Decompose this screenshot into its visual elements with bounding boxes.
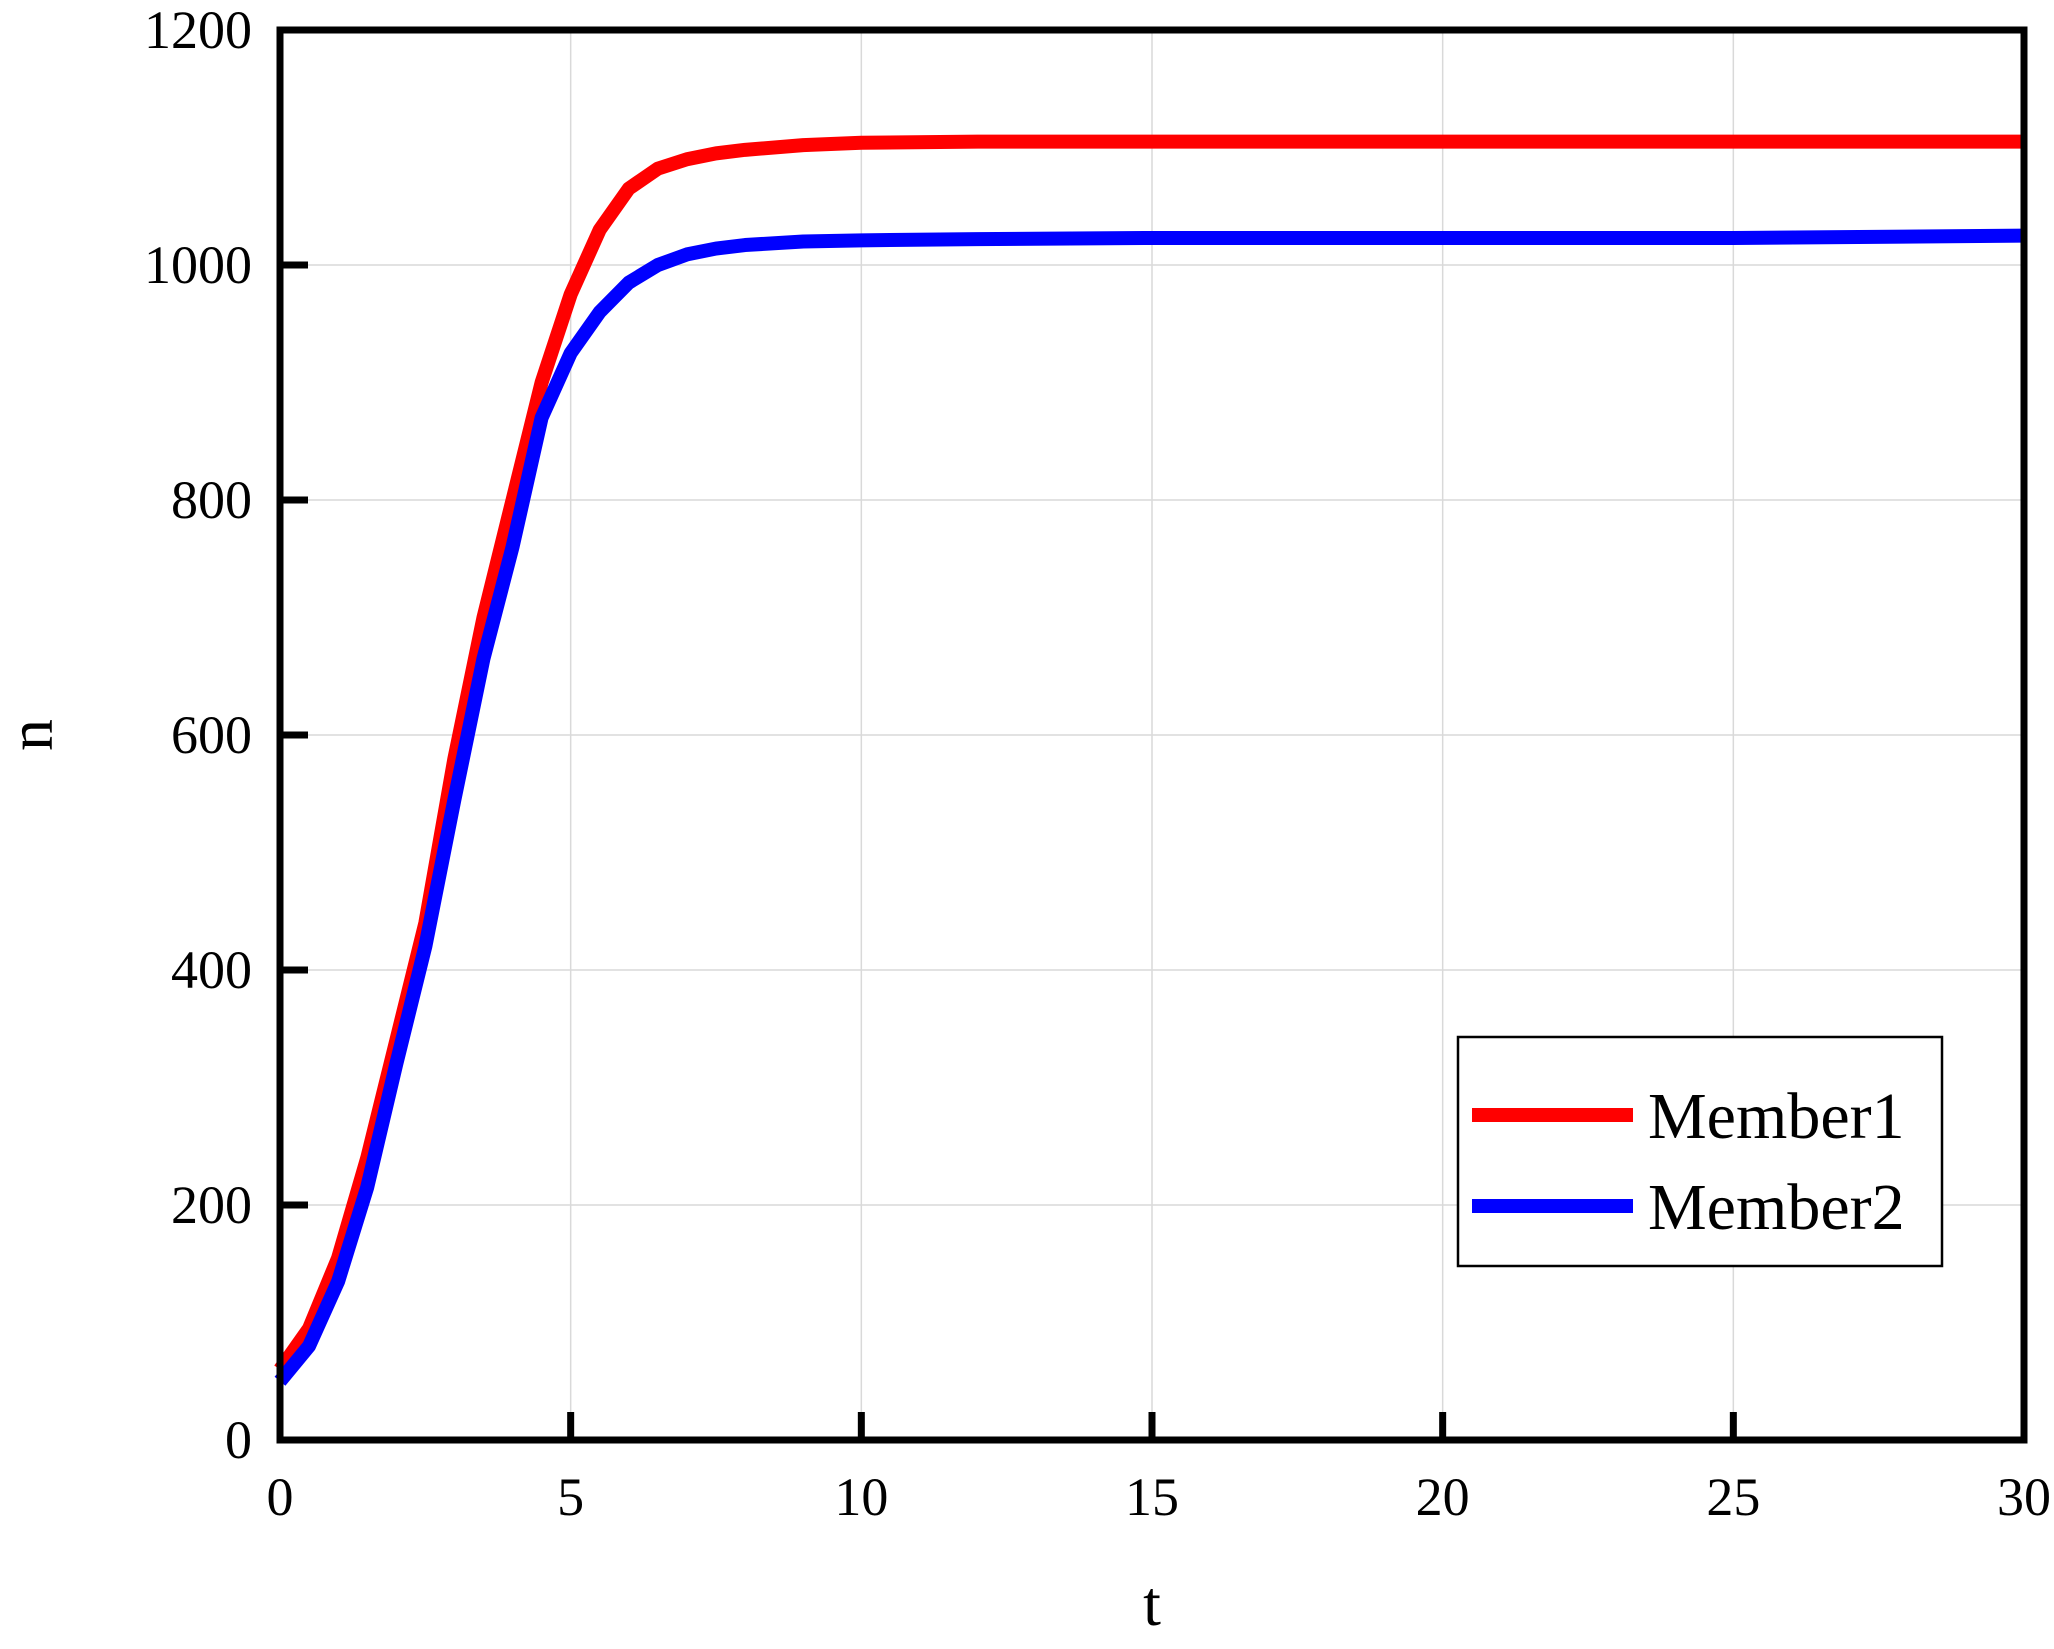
tick-labels: 0 5 10 15 20 25 30 0 200 400 600 800 1000 1200 [144, 0, 2051, 1527]
legend-label-member2: Member2 [1648, 1171, 1905, 1244]
legend: Member1 Member2 [1456, 1035, 1944, 1268]
x-tick-label: 5 [557, 1467, 584, 1527]
x-tick-label: 20 [1416, 1467, 1470, 1527]
y-tick-label: 0 [225, 1410, 252, 1470]
series-line-member2 [274, 228, 2025, 1386]
x-tick-label: 25 [1706, 1467, 1760, 1527]
x-tick-label: 0 [267, 1467, 294, 1527]
grid-lines [280, 30, 2024, 1440]
x-tick-label: 30 [1997, 1467, 2051, 1527]
x-tick-label: 15 [1125, 1467, 1179, 1527]
legend-box [1456, 1035, 1944, 1268]
y-tick-label: 800 [171, 470, 252, 530]
y-tick-label: 1200 [144, 0, 252, 60]
y-tick-label: 600 [171, 705, 252, 765]
legend-label-member1: Member1 [1648, 1080, 1905, 1153]
y-tick-label: 200 [171, 1175, 252, 1235]
axis-ticks [276, 26, 2028, 1444]
x-tick-label: 10 [834, 1467, 888, 1527]
data-series [274, 134, 2025, 1386]
y-axis-title: n [0, 719, 66, 751]
y-tick-label: 400 [171, 940, 252, 1000]
y-tick-label: 1000 [144, 235, 252, 295]
x-axis-title: t [1143, 1568, 1161, 1639]
